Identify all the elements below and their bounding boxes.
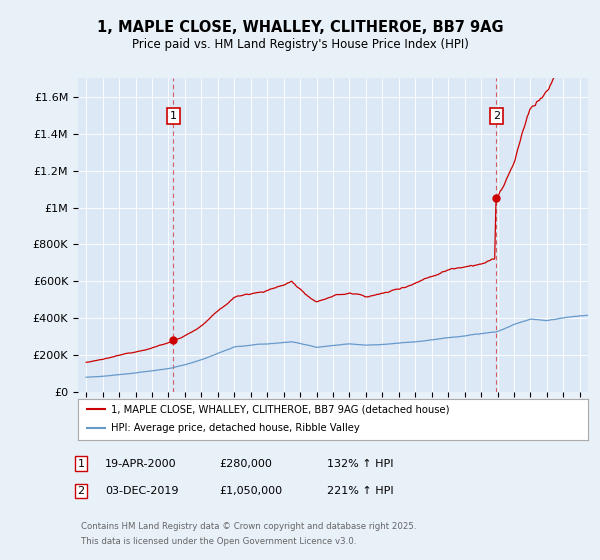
Text: 03-DEC-2019: 03-DEC-2019 [105,486,179,496]
Text: 1, MAPLE CLOSE, WHALLEY, CLITHEROE, BB7 9AG (detached house): 1, MAPLE CLOSE, WHALLEY, CLITHEROE, BB7 … [111,404,449,414]
Text: This data is licensed under the Open Government Licence v3.0.: This data is licensed under the Open Gov… [81,537,356,546]
Text: 2: 2 [77,486,85,496]
Text: 1, MAPLE CLOSE, WHALLEY, CLITHEROE, BB7 9AG: 1, MAPLE CLOSE, WHALLEY, CLITHEROE, BB7 … [97,20,503,35]
Text: £1,050,000: £1,050,000 [219,486,282,496]
Text: HPI: Average price, detached house, Ribble Valley: HPI: Average price, detached house, Ribb… [111,423,360,433]
Text: 1: 1 [170,111,177,121]
Text: Contains HM Land Registry data © Crown copyright and database right 2025.: Contains HM Land Registry data © Crown c… [81,522,416,531]
Text: 1: 1 [77,459,85,469]
Text: £280,000: £280,000 [219,459,272,469]
Text: 132% ↑ HPI: 132% ↑ HPI [327,459,394,469]
Text: 221% ↑ HPI: 221% ↑ HPI [327,486,394,496]
Text: 2: 2 [493,111,500,121]
Text: 19-APR-2000: 19-APR-2000 [105,459,176,469]
Text: Price paid vs. HM Land Registry's House Price Index (HPI): Price paid vs. HM Land Registry's House … [131,38,469,50]
